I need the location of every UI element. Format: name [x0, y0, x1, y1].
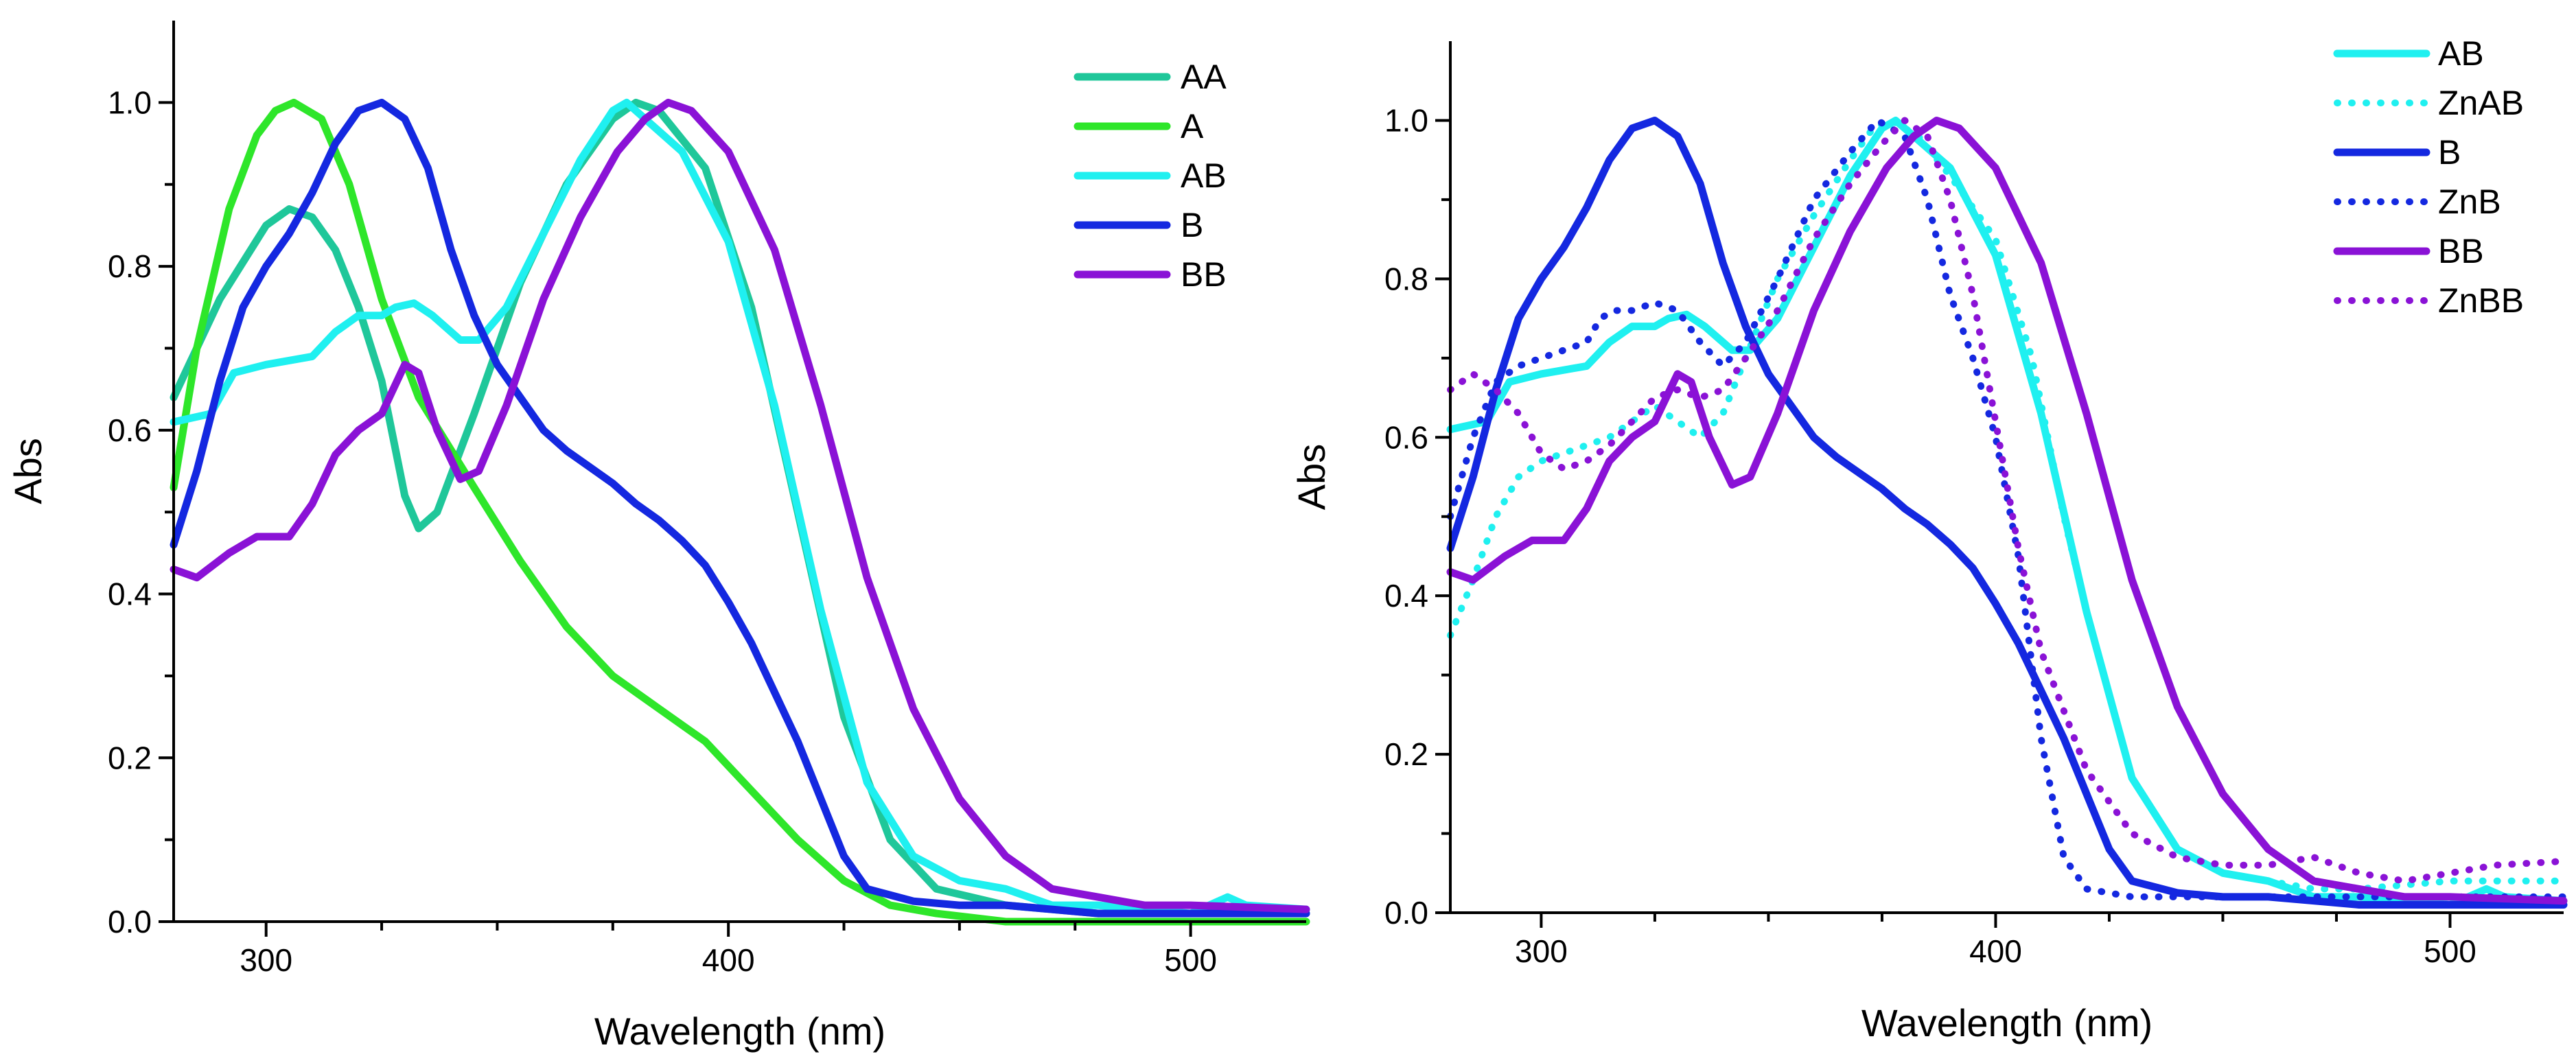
x-tick-label: 300 [240, 942, 292, 978]
y-tick-label: 0.0 [108, 904, 152, 939]
series-line-bb [170, 98, 1310, 913]
y-tick-label: 0.4 [1384, 578, 1428, 614]
x-tick-label: 500 [1164, 942, 1217, 978]
legend-label-aa: AA [1181, 58, 1227, 96]
series-line-ab [1446, 117, 2568, 909]
legend-label-znbb: ZnBB [2438, 281, 2524, 320]
x-tick-label: 400 [1969, 933, 2022, 969]
y-axis-title: Abs [1290, 444, 1333, 511]
series-line-znbb [1447, 117, 2567, 885]
legend-label-znab: ZnAB [2438, 84, 2524, 122]
y-tick-label: 1.0 [108, 84, 152, 120]
y-tick-label: 0.4 [108, 576, 152, 612]
y-tick-label: 0.8 [108, 248, 152, 284]
series-line-b [170, 98, 1310, 918]
legend-label-bb: BB [2438, 232, 2484, 270]
series-line-b [1446, 117, 2568, 909]
x-axis-title: Wavelength (nm) [594, 1009, 885, 1053]
x-tick-label: 500 [2424, 933, 2476, 969]
series-line-bb [1446, 117, 2568, 905]
x-tick-label: 400 [702, 942, 755, 978]
y-tick-label: 0.6 [108, 412, 152, 448]
series-line-znab [1447, 117, 2567, 893]
series-line-znb [1447, 117, 2567, 900]
series-line-a [170, 98, 1310, 926]
legend-label-ab: AB [1181, 156, 1227, 195]
legend-label-znb: ZnB [2438, 183, 2501, 221]
y-tick-label: 0.8 [1384, 261, 1428, 296]
x-axis-title: Wavelength (nm) [1861, 1001, 2153, 1044]
series-line-ab [170, 98, 1310, 918]
x-tick-label: 300 [1515, 933, 1568, 969]
y-tick-label: 0.2 [1384, 736, 1428, 772]
y-tick-label: 0.2 [108, 740, 152, 775]
y-tick-label: 0.6 [1384, 419, 1428, 455]
legend-label-a: A [1181, 107, 1204, 145]
y-tick-label: 1.0 [1384, 102, 1428, 138]
legend-label-bb: BB [1181, 255, 1227, 294]
legend-label-b: B [1181, 206, 1203, 244]
chart-right: 300 400 500 0.0 0.2 0.4 0.6 0.8 1.0 Wavelength (n… [1290, 34, 2568, 1044]
y-axis-title: Abs [6, 438, 49, 504]
chart-left: 300 400 500 0.0 0.2 0.4 0.6 0.8 1.0 Wavelength (n… [6, 21, 1310, 1053]
legend-label-ab: AB [2438, 34, 2484, 73]
y-tick-label: 0.0 [1384, 895, 1428, 931]
legend-label-b: B [2438, 133, 2461, 172]
